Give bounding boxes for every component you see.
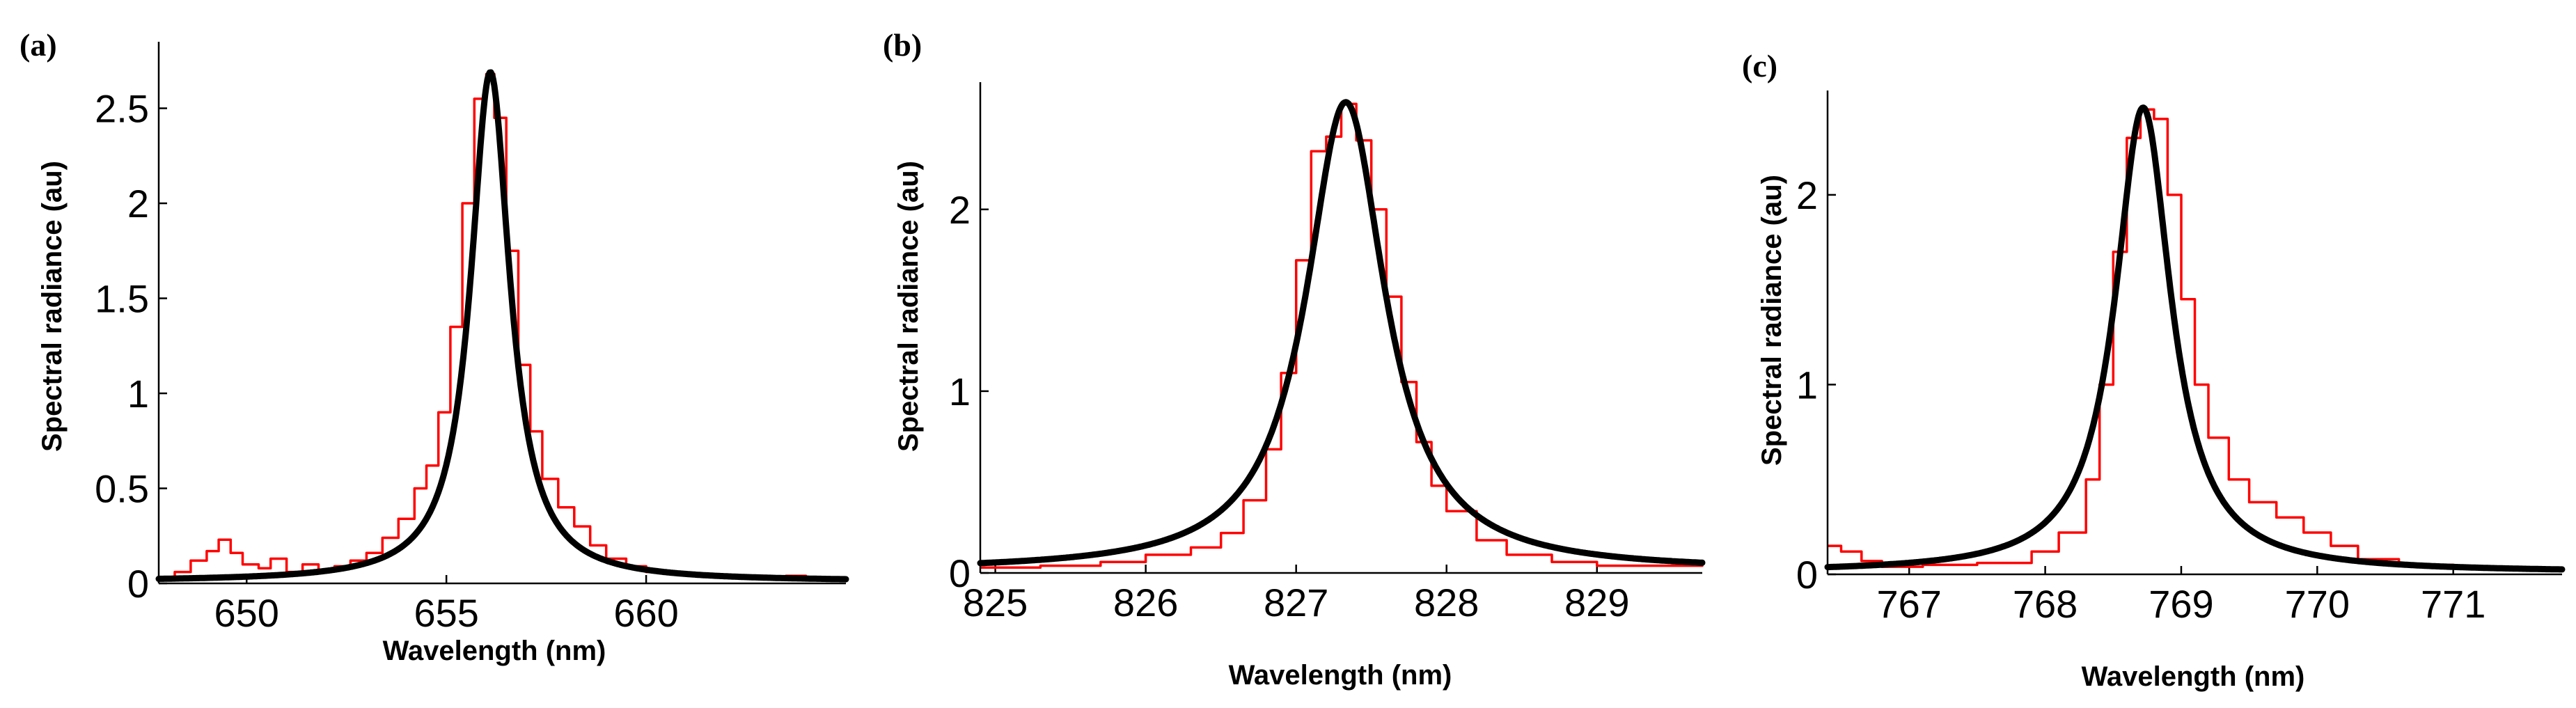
y-tick-label: 0 <box>127 562 149 606</box>
x-tick-label: 767 <box>1877 582 1942 626</box>
x-axis-label: Wavelength (nm) <box>383 636 606 666</box>
series-layer <box>155 69 849 583</box>
x-axis-label: Wavelength (nm) <box>1229 660 1452 691</box>
y-tick-label: 1 <box>127 372 149 416</box>
x-tick-label: 771 <box>2421 582 2485 626</box>
y-axis-label: Spectral radiance (au) <box>1757 175 1787 466</box>
x-tick-label: 825 <box>963 581 1028 624</box>
axes-frame <box>157 42 846 585</box>
axis-ticks: 650 655 660 0 0.5 1 1.5 2 2.5 <box>95 87 679 635</box>
y-axis-label: Spectral radiance (au) <box>37 161 68 452</box>
y-axis-label: Spectral radiance (au) <box>893 161 924 452</box>
panel-label: (b) <box>883 27 922 63</box>
x-tick-label: 768 <box>2013 582 2078 626</box>
chart-panel-c: (c) Spectral radiance (au) Wavelength (n… <box>1742 48 2566 692</box>
fit-curve-line <box>155 69 849 583</box>
series-layer <box>977 99 1706 569</box>
y-tick-label: 1 <box>949 370 971 414</box>
panel-label: (c) <box>1742 48 1777 84</box>
y-tick-label: 0.5 <box>95 467 149 511</box>
axes-frame <box>1826 91 2562 576</box>
x-tick-label: 828 <box>1414 581 1479 624</box>
x-tick-label: 769 <box>2149 582 2213 626</box>
x-tick-label: 650 <box>214 591 279 635</box>
y-tick-label: 1.5 <box>95 277 149 321</box>
y-tick-label: 0 <box>949 551 971 595</box>
axes-frame <box>979 82 1702 574</box>
series-layer <box>1824 104 2566 573</box>
measured-spectrum-line <box>1828 108 2563 571</box>
axis-ticks: 825 826 827 828 829 0 1 2 <box>949 188 1630 624</box>
y-tick-label: 2 <box>127 182 149 226</box>
chart-panel-a: (a) Spectral radiance (au) Wavelength (n… <box>19 27 849 666</box>
y-tick-label: 1 <box>1796 363 1818 407</box>
x-tick-label: 829 <box>1564 581 1629 624</box>
y-tick-label: 2.5 <box>95 87 149 131</box>
fit-curve-line <box>1824 104 2566 573</box>
fit-curve-line <box>977 99 1706 567</box>
x-tick-label: 770 <box>2285 582 2350 626</box>
measured-spectrum-line <box>980 102 1704 569</box>
y-tick-label: 0 <box>1796 553 1818 597</box>
x-tick-label: 660 <box>613 591 678 635</box>
panel-label: (a) <box>19 27 57 63</box>
x-tick-label: 826 <box>1113 581 1178 624</box>
chart-panel-b: (b) Spectral radiance (au) Wavelength (n… <box>883 27 1706 691</box>
x-axis-label: Wavelength (nm) <box>2082 661 2305 692</box>
x-tick-label: 827 <box>1264 581 1328 624</box>
y-tick-label: 2 <box>949 188 971 232</box>
x-tick-label: 655 <box>414 591 478 635</box>
axis-ticks: 767 768 769 770 771 0 1 2 <box>1796 173 2486 626</box>
y-tick-label: 2 <box>1796 173 1818 217</box>
